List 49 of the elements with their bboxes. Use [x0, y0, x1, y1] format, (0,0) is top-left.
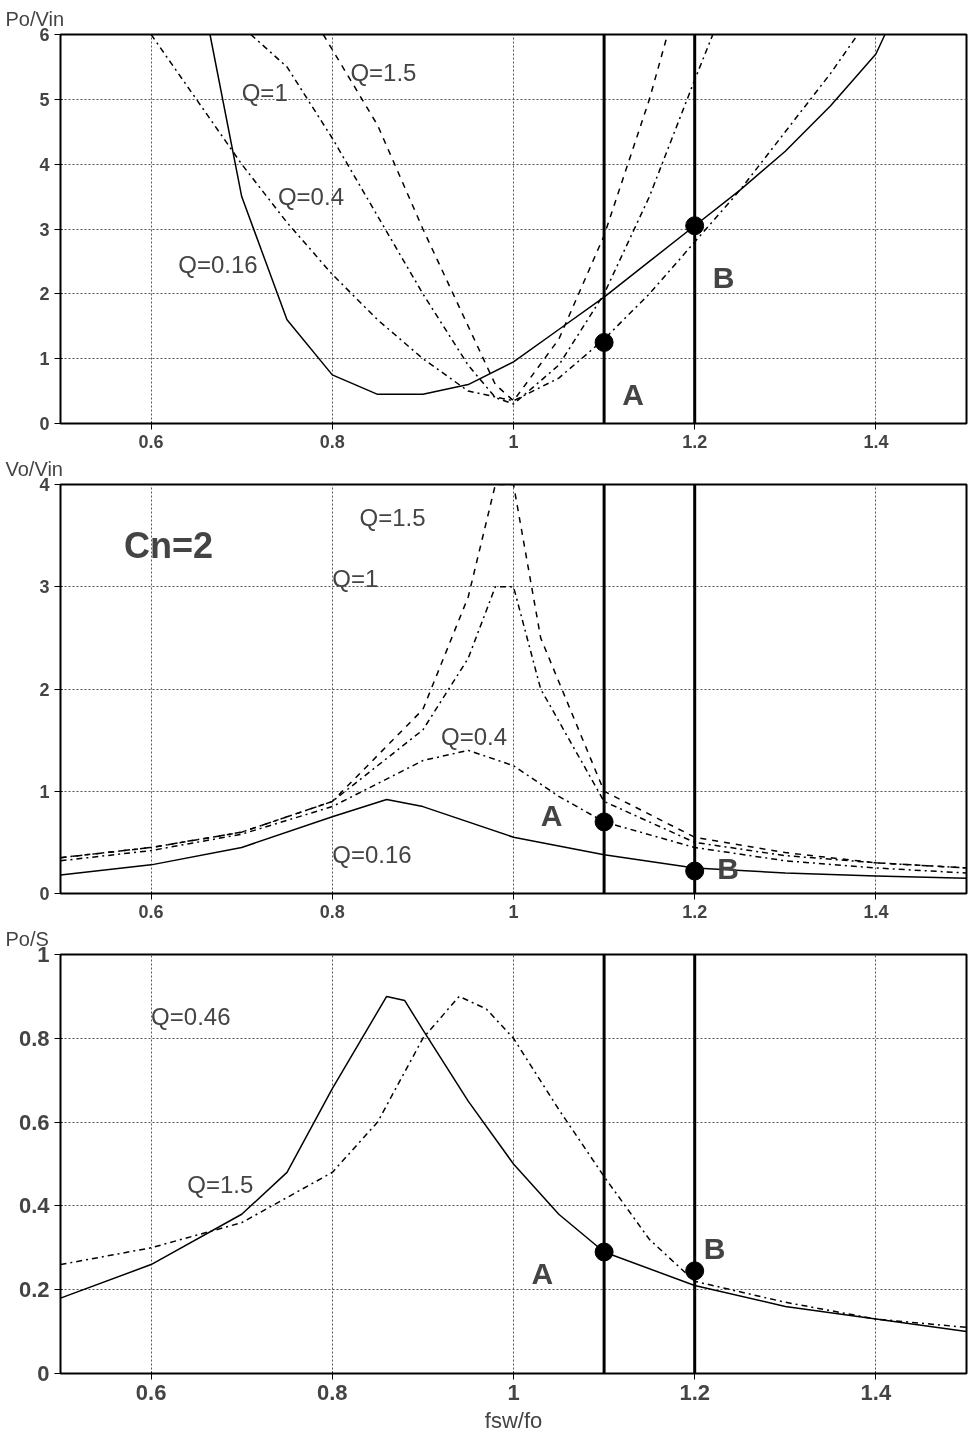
x-tick-label: 1.4	[863, 431, 889, 452]
y-tick-label: 0	[39, 414, 50, 434]
y-tick-label: 0.4	[18, 1193, 51, 1219]
annotation: B	[712, 260, 735, 294]
x-tick-label: 1.2	[679, 1379, 710, 1405]
annotation: Q=0.16	[178, 250, 258, 278]
y-tick-label: 0.2	[18, 1277, 50, 1303]
annotation: Cn=2	[123, 525, 213, 567]
y-tick-label: 4	[39, 154, 50, 175]
x-tick-label: 1	[508, 431, 519, 452]
x-tick-label: 0.6	[138, 431, 164, 452]
x-tick-label: 0.8	[317, 1379, 348, 1405]
x-tick-label: 0.8	[319, 901, 345, 922]
y-tick-label: 6	[39, 25, 50, 45]
annotation: Q=1.5	[359, 503, 426, 531]
x-tick-label: 1	[507, 1379, 520, 1405]
x-tick-label: 0.6	[135, 1379, 167, 1405]
y-tick-label: 0	[39, 884, 50, 904]
annotation: Q=0.16	[332, 840, 412, 868]
y-tick-label: 0.6	[18, 1109, 50, 1135]
annotation: A	[622, 377, 644, 411]
x-axis-title: fsw/fo	[484, 1407, 543, 1433]
y-tick-label: 0	[37, 1361, 50, 1386]
annotation: Q=1.5	[187, 1170, 254, 1198]
y-tick-label: 3	[39, 219, 50, 240]
y-tick-label: 1	[39, 349, 50, 370]
x-tick-label: 1.4	[860, 1379, 892, 1405]
annotation: Q=1	[332, 564, 379, 592]
x-tick-label: 1.2	[682, 431, 708, 452]
annotation: Q=1	[241, 78, 288, 106]
y-tick-label: 2	[39, 679, 50, 700]
annotation: A	[540, 799, 563, 833]
y-tick-label: 0.8	[18, 1025, 50, 1051]
y-tick-label: 5	[39, 89, 50, 110]
annotation: B	[703, 1231, 726, 1265]
x-tick-label: 1.4	[863, 901, 889, 922]
annotation: Q=1.5	[350, 59, 417, 87]
annotation: Q=0.46	[151, 1002, 231, 1030]
y-tick-label: 1	[39, 781, 50, 802]
y-tick-label: 4	[39, 475, 50, 495]
x-tick-label: 1.2	[682, 901, 708, 922]
annotation: A	[531, 1256, 554, 1290]
y-tick-label: 3	[39, 577, 50, 598]
annotation: Q=0.4	[277, 182, 344, 210]
annotation: Q=0.4	[441, 723, 508, 751]
x-tick-label: 0.8	[319, 431, 345, 452]
x-tick-label: 0.6	[138, 901, 164, 922]
x-tick-label: 1	[508, 901, 519, 922]
y-tick-label: 2	[39, 284, 50, 305]
